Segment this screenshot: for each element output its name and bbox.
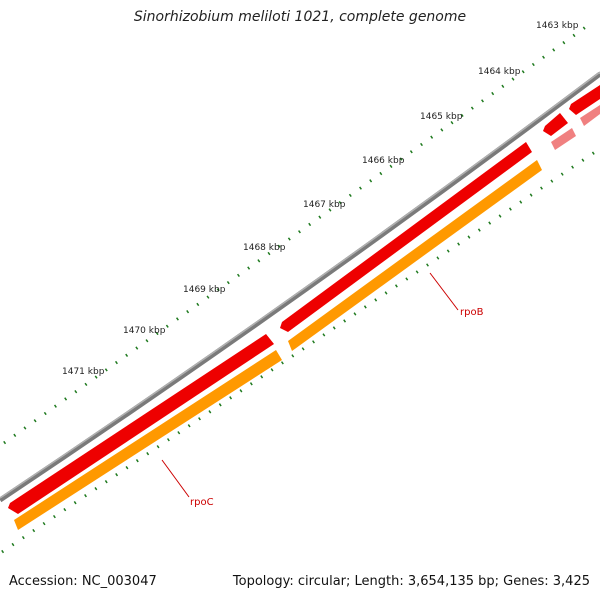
gene-rpoC-feature[interactable] — [8, 334, 274, 514]
ruler-label-1471: 1471 kbp — [62, 367, 105, 377]
cds-rpoB-feature[interactable] — [288, 160, 542, 351]
genome-backbone-highlight — [0, 71, 600, 499]
genome-backbone — [0, 72, 600, 503]
ruler-outer-dots — [3, 22, 591, 445]
map-title: Sinorhizobium meliloti 1021, complete ge… — [133, 9, 467, 25]
cds-rpoC-feature[interactable] — [14, 350, 282, 530]
ruler-outer-ticks — [3, 22, 591, 445]
ruler-label-1466: 1466 kbp — [362, 156, 405, 166]
gene-label-rpoB[interactable]: rpoB — [460, 307, 484, 318]
rpoB-leader-line — [429, 272, 459, 311]
accession-text: Accession: NC_003047 — [9, 574, 157, 589]
ruler-label-1470: 1470 kbp — [123, 326, 166, 336]
cds-upstream-feature-2[interactable] — [580, 105, 600, 126]
ruler-label-1469: 1469 kbp — [183, 285, 226, 295]
ruler-label-1465: 1465 kbp — [420, 112, 463, 122]
ruler-inner-dots — [1, 148, 599, 554]
ruler-label-1467: 1467 kbp — [303, 200, 346, 210]
rpoC-leader-line — [161, 459, 190, 498]
ruler-label-1463: 1463 kbp — [536, 21, 579, 31]
gene-upstream-feature-2[interactable] — [569, 85, 600, 115]
ruler-label-1468: 1468 kbp — [243, 243, 286, 253]
gene-rpoB-feature[interactable] — [280, 142, 532, 332]
gene-upstream-feature-1[interactable] — [543, 113, 568, 136]
cds-track — [14, 105, 600, 530]
cds-upstream-feature-1[interactable] — [551, 128, 576, 150]
gene-label-rpoC[interactable]: rpoC — [190, 497, 214, 508]
ruler-label-1464: 1464 kbp — [478, 67, 521, 77]
ruler-inner-ticks — [1, 148, 599, 554]
topology-text: Topology: circular; Length: 3,654,135 bp… — [232, 574, 590, 589]
gene-track — [8, 85, 600, 514]
